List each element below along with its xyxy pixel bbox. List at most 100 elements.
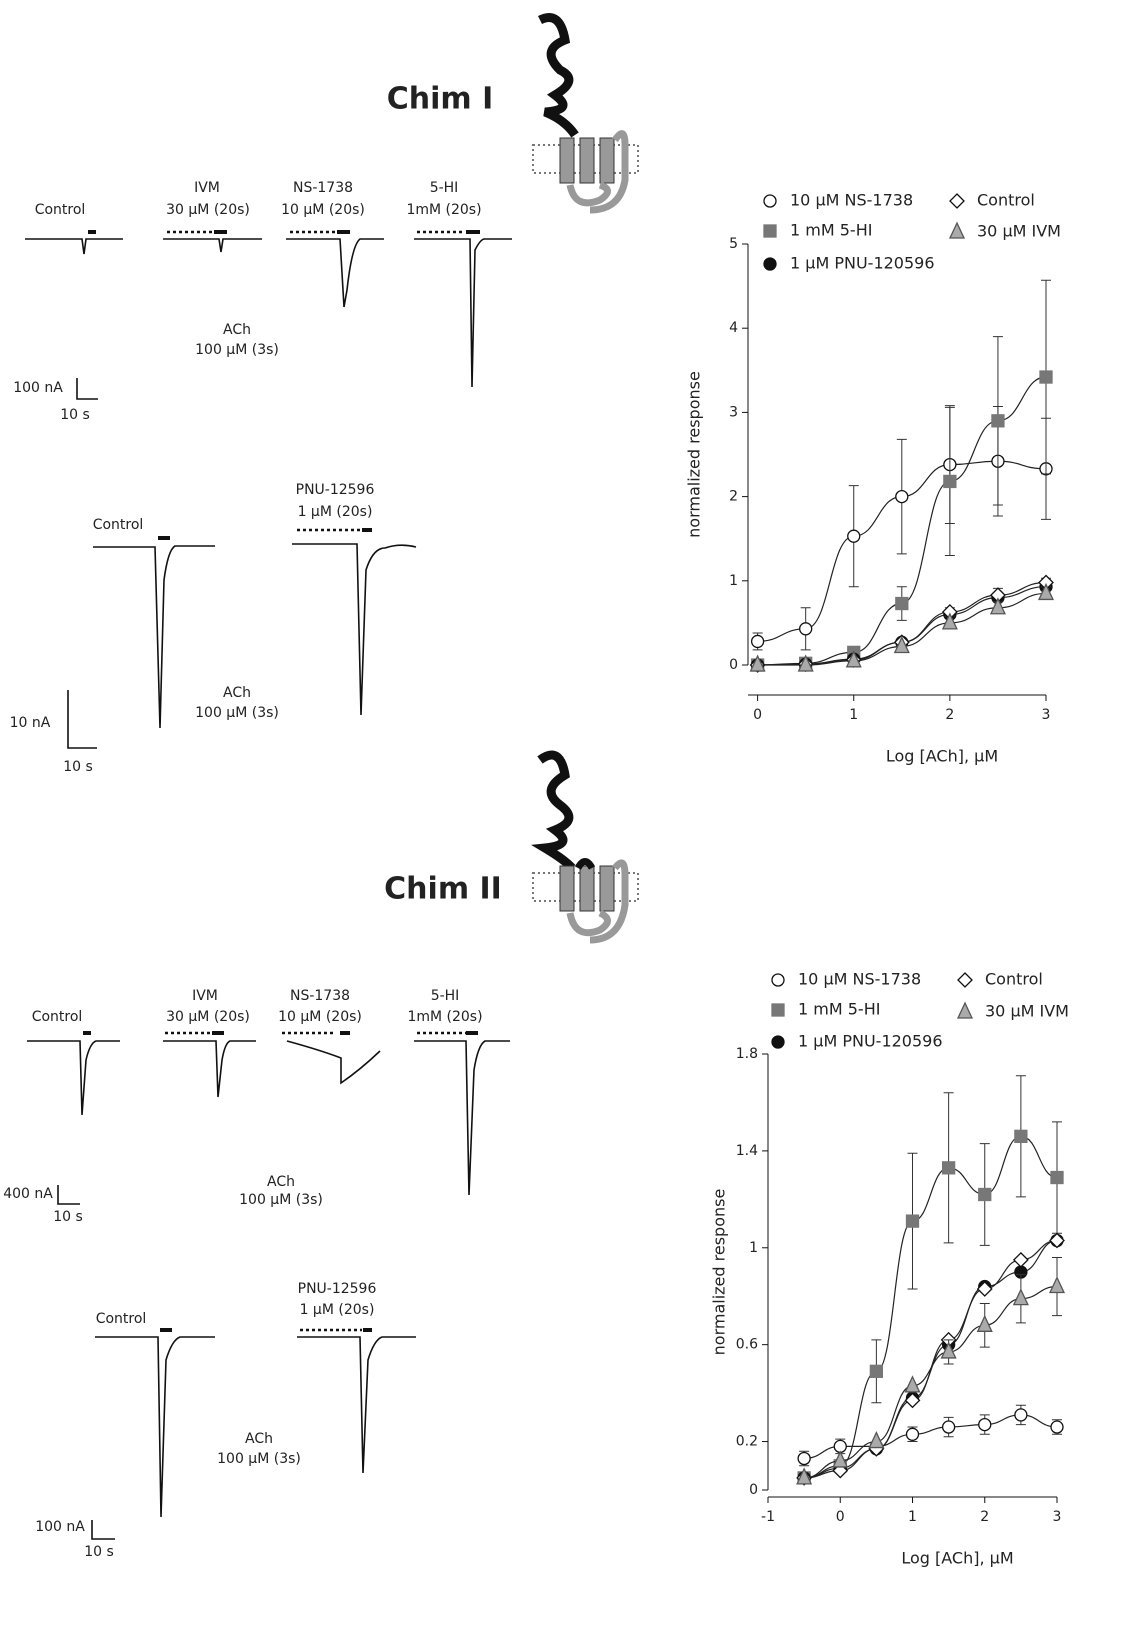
- trace-label: Control: [93, 517, 144, 533]
- y-axis-label: normalized response: [710, 1189, 729, 1356]
- fit-line: [804, 1135, 1058, 1479]
- x-tick-label: 2: [980, 1509, 989, 1525]
- trace-label: 10 µM (20s): [281, 202, 365, 218]
- trace-label: ACh: [223, 322, 251, 338]
- traces-chim-2: [27, 1031, 510, 1540]
- point: [869, 1364, 884, 1378]
- y-tick-label: 0.6: [736, 1337, 758, 1353]
- trace-label: 400 nA: [3, 1186, 53, 1202]
- point: [832, 1462, 849, 1479]
- legend-label: 1 mM 5-HI: [798, 1000, 880, 1019]
- legend-label: 30 µM IVM: [985, 1002, 1069, 1021]
- point: [845, 650, 862, 668]
- x-tick-label: 3: [1042, 707, 1051, 723]
- point: [978, 1187, 992, 1202]
- legend-marker: [956, 1001, 974, 1019]
- trace-label: 100 nA: [35, 1519, 85, 1535]
- trace-label: 100 µM (3s): [217, 1451, 301, 1467]
- point: [1037, 582, 1055, 601]
- legend-marker: [949, 193, 965, 209]
- point: [895, 489, 909, 504]
- x-tick-label: 3: [1053, 1509, 1062, 1525]
- trace-label: IVM: [192, 988, 218, 1004]
- point: [847, 529, 861, 543]
- trace-label: NS-1738: [293, 180, 353, 196]
- point: [1050, 1420, 1064, 1434]
- trace-label: PNU-12596: [296, 482, 375, 498]
- trace-label: 100 µM (3s): [195, 342, 279, 358]
- point: [905, 1427, 920, 1441]
- trace-label: Control: [35, 202, 86, 218]
- protein-icon: [532, 13, 639, 214]
- legend-marker: [763, 194, 777, 208]
- y-tick-label: 0.2: [736, 1434, 758, 1450]
- point: [750, 634, 765, 649]
- point: [904, 1392, 921, 1409]
- y-tick-label: 4: [729, 320, 738, 336]
- point: [868, 1431, 885, 1449]
- point: [941, 1420, 956, 1434]
- legend-label: 10 µM NS-1738: [798, 970, 921, 989]
- trace-label: ACh: [267, 1174, 295, 1190]
- legend-marker: [771, 1035, 785, 1049]
- trace-label: 100 nA: [13, 380, 63, 396]
- trace-label: 1mM (20s): [406, 202, 481, 218]
- legend-marker: [763, 257, 777, 271]
- trace-label: 5-HI: [431, 988, 460, 1004]
- legend-marker: [771, 973, 785, 987]
- y-axis-label: normalized response: [685, 371, 704, 538]
- y-tick-label: 0: [729, 657, 738, 673]
- point: [989, 597, 1006, 615]
- legend-marker: [948, 221, 966, 239]
- legend-label: 30 µM IVM: [977, 222, 1061, 241]
- trace-label: 1mM (20s): [407, 1009, 482, 1025]
- x-tick-label: 1: [908, 1509, 917, 1525]
- trace-label: 10 µM (20s): [278, 1009, 362, 1025]
- point: [832, 1450, 849, 1468]
- trace-label: NS-1738: [290, 988, 350, 1004]
- point: [1050, 1170, 1064, 1185]
- point: [976, 1314, 993, 1332]
- protein-icon: [531, 750, 639, 944]
- point: [976, 1281, 993, 1297]
- point: [797, 654, 814, 672]
- point: [893, 635, 910, 654]
- point: [905, 1214, 920, 1228]
- trace-label: 10 s: [84, 1544, 114, 1560]
- legend-label: Control: [985, 970, 1043, 989]
- trace-label: 5-HI: [430, 180, 459, 196]
- point: [1012, 1251, 1029, 1268]
- panel-title: Chim II: [384, 872, 502, 907]
- point: [1014, 1129, 1028, 1144]
- panel-title: Chim I: [387, 82, 494, 117]
- legend-label: 1 µM PNU-120596: [798, 1032, 943, 1051]
- point: [749, 654, 766, 672]
- point: [1049, 1232, 1065, 1249]
- y-tick-label: 5: [729, 236, 738, 252]
- trace-label: 100 µM (3s): [239, 1192, 323, 1208]
- legend-marker: [771, 1003, 785, 1017]
- trace-label: ACh: [223, 685, 251, 701]
- legend-label: Control: [977, 191, 1035, 210]
- legend-label: 1 mM 5-HI: [790, 221, 872, 240]
- trace-label: ACh: [245, 1431, 273, 1447]
- point: [940, 1341, 957, 1359]
- point: [941, 1161, 956, 1175]
- point: [978, 1417, 992, 1432]
- y-tick-label: 1: [729, 573, 738, 589]
- trace-label: 10 s: [60, 407, 90, 423]
- trace-label: 10 s: [53, 1209, 83, 1225]
- x-tick-label: 2: [945, 707, 954, 723]
- trace-label: Control: [96, 1311, 147, 1327]
- point: [941, 612, 958, 630]
- trace-label: Control: [32, 1009, 83, 1025]
- fit-line: [804, 1285, 1058, 1479]
- trace-label: IVM: [194, 180, 220, 196]
- y-tick-label: 3: [729, 404, 738, 420]
- point: [799, 622, 813, 636]
- legend-marker: [957, 972, 973, 988]
- trace-label: 100 µM (3s): [195, 705, 279, 721]
- point: [991, 414, 1005, 428]
- traces-chim-1: [25, 230, 512, 749]
